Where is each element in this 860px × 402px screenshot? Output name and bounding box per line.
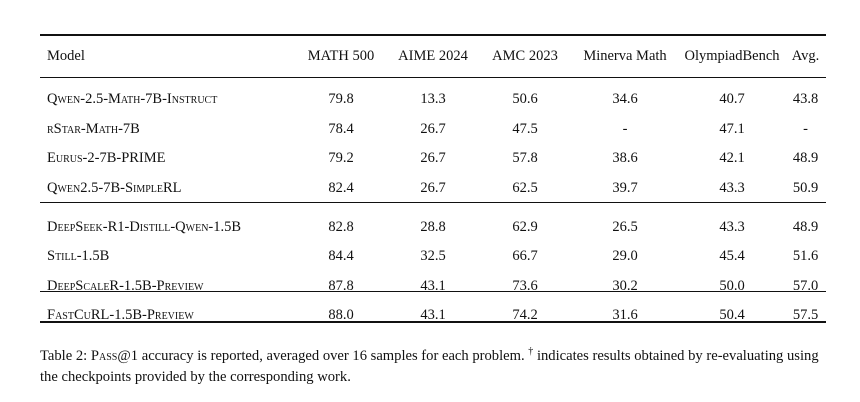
column-header-minerva-math: Minerva Math xyxy=(583,47,667,64)
cell-value: 82.4 xyxy=(328,180,354,197)
cell-value: 48.9 xyxy=(792,218,819,235)
cell-value: 38.6 xyxy=(612,150,638,167)
model-name: rStar-Math-7B xyxy=(47,120,140,137)
cell-value: 79.2 xyxy=(328,150,354,167)
cell-value-best: 50.4 xyxy=(719,307,745,324)
cell-value: 87.8 xyxy=(328,277,354,294)
results-table: Model MATH 500 AIME 2024 AMC 2023 Minerv… xyxy=(40,36,826,331)
cell-value: 42.1 xyxy=(719,150,745,167)
cell-value: 13.3 xyxy=(420,91,446,108)
cell-value: 40.7 xyxy=(719,91,745,108)
cell-value: 26.7 xyxy=(420,150,446,167)
cell-value: 57.0 xyxy=(792,277,819,294)
column-header-avg: Avg. xyxy=(791,47,820,64)
cell-value: 34.6 xyxy=(612,91,638,108)
cell-value-best: 39.7 xyxy=(612,180,638,197)
cell-value: 47.1 xyxy=(719,120,745,137)
table-row: rStar-Math-7B 78.4 26.7 47.5 - 47.1 - xyxy=(40,115,826,145)
caption-metric: Pass@1 xyxy=(90,348,139,364)
cell-value: 43.3 xyxy=(719,180,745,197)
cell-value: 50.9 xyxy=(792,180,819,197)
table-row: DeepSeek-R1-Distill-Qwen-1.5B 82.8 28.8 … xyxy=(40,212,826,242)
cell-value: 26.7 xyxy=(420,180,446,197)
dagger-symbol: † xyxy=(528,346,534,358)
cell-value: 47.5 xyxy=(512,120,538,137)
table-row: Eurus-2-7B-PRIME 79.2 26.7 57.8 38.6 42.… xyxy=(40,144,826,174)
model-name: DeepScaleR-1.5B-Preview xyxy=(47,277,204,294)
cell-value-best: 43.1 xyxy=(420,307,446,324)
table-header-rule xyxy=(40,77,826,78)
cell-value: - xyxy=(622,120,628,137)
cell-value: 50.0 xyxy=(719,277,745,294)
table-group-rule xyxy=(40,202,826,203)
model-name: Qwen-2.5-Math-7B-Instruct xyxy=(47,91,218,108)
cell-value: 84.4 xyxy=(328,248,354,265)
cell-value: 43.1 xyxy=(420,277,446,294)
table-header-row: Model MATH 500 AIME 2024 AMC 2023 Minerv… xyxy=(40,36,826,76)
table-caption: Table 2: Pass@1 accuracy is reported, av… xyxy=(40,346,840,388)
cell-value: 26.7 xyxy=(420,120,446,137)
caption-label: Table 2: xyxy=(40,348,88,364)
model-name: DeepSeek-R1-Distill-Qwen-1.5B xyxy=(47,218,242,235)
cell-value-best: 74.2 xyxy=(512,307,538,324)
cell-value: 29.0 xyxy=(612,248,638,265)
column-header-math500: MATH 500 xyxy=(307,47,375,64)
cell-value: 51.6 xyxy=(792,248,819,265)
cell-value: 78.4 xyxy=(328,120,354,137)
cell-value: 79.8 xyxy=(328,91,354,108)
table-row-highlighted: FastCuRL-1.5B-Preview 88.0 43.1 74.2 31.… xyxy=(40,301,826,331)
table-row: Qwen2.5-7B-SimpleRL 82.4 26.7 62.5 39.7 … xyxy=(40,174,826,204)
cell-value: 43.8 xyxy=(792,91,819,108)
cell-value: 82.8 xyxy=(328,218,354,235)
cell-value: 31.6 xyxy=(612,307,638,324)
table-row: Qwen-2.5-Math-7B-Instruct 79.8 13.3 50.6… xyxy=(40,85,826,115)
model-name: Still-1.5B xyxy=(47,248,110,265)
column-header-olympiadbench: OlympiadBench xyxy=(684,47,780,64)
model-name: Qwen2.5-7B-SimpleRL xyxy=(47,180,182,197)
column-header-amc2023: AMC 2023 xyxy=(492,47,558,64)
cell-value: 48.9 xyxy=(792,150,819,167)
cell-value: 32.5 xyxy=(420,248,446,265)
cell-value-best: 57.5 xyxy=(792,307,819,324)
cell-value: 66.7 xyxy=(512,248,538,265)
table-bottom-rule xyxy=(40,321,826,323)
caption-text-part-1: accuracy is reported, averaged over 16 s… xyxy=(141,348,525,364)
cell-value: 45.4 xyxy=(719,248,745,265)
caption-text-part-2: indicates results obtained by re-evaluat… xyxy=(40,348,819,385)
cell-value: 62.5 xyxy=(512,180,538,197)
cell-value: - xyxy=(803,120,808,137)
table-row: DeepScaleR-1.5B-Preview 87.8 43.1 73.6 3… xyxy=(40,272,826,302)
cell-value-best: 88.0 xyxy=(328,307,354,324)
table-top-rule xyxy=(40,34,826,36)
cell-value: 62.9 xyxy=(512,218,538,235)
table-highlight-rule xyxy=(40,291,826,292)
cell-value: 26.5 xyxy=(612,218,638,235)
cell-value: 73.6 xyxy=(512,277,538,294)
table-row: Still-1.5B 84.4 32.5 66.7 29.0 45.4 51.6 xyxy=(40,242,826,272)
column-header-model: Model xyxy=(47,47,85,64)
cell-value: 28.8 xyxy=(420,218,446,235)
cell-value: 43.3 xyxy=(719,218,745,235)
model-name: Eurus-2-7B-PRIME xyxy=(47,150,166,167)
cell-value: 30.2 xyxy=(612,277,638,294)
cell-value: 57.8 xyxy=(512,150,538,167)
column-header-aime2024: AIME 2024 xyxy=(398,47,468,64)
model-name: FastCuRL-1.5B-Preview xyxy=(47,307,194,324)
cell-value: 50.6 xyxy=(512,91,538,108)
